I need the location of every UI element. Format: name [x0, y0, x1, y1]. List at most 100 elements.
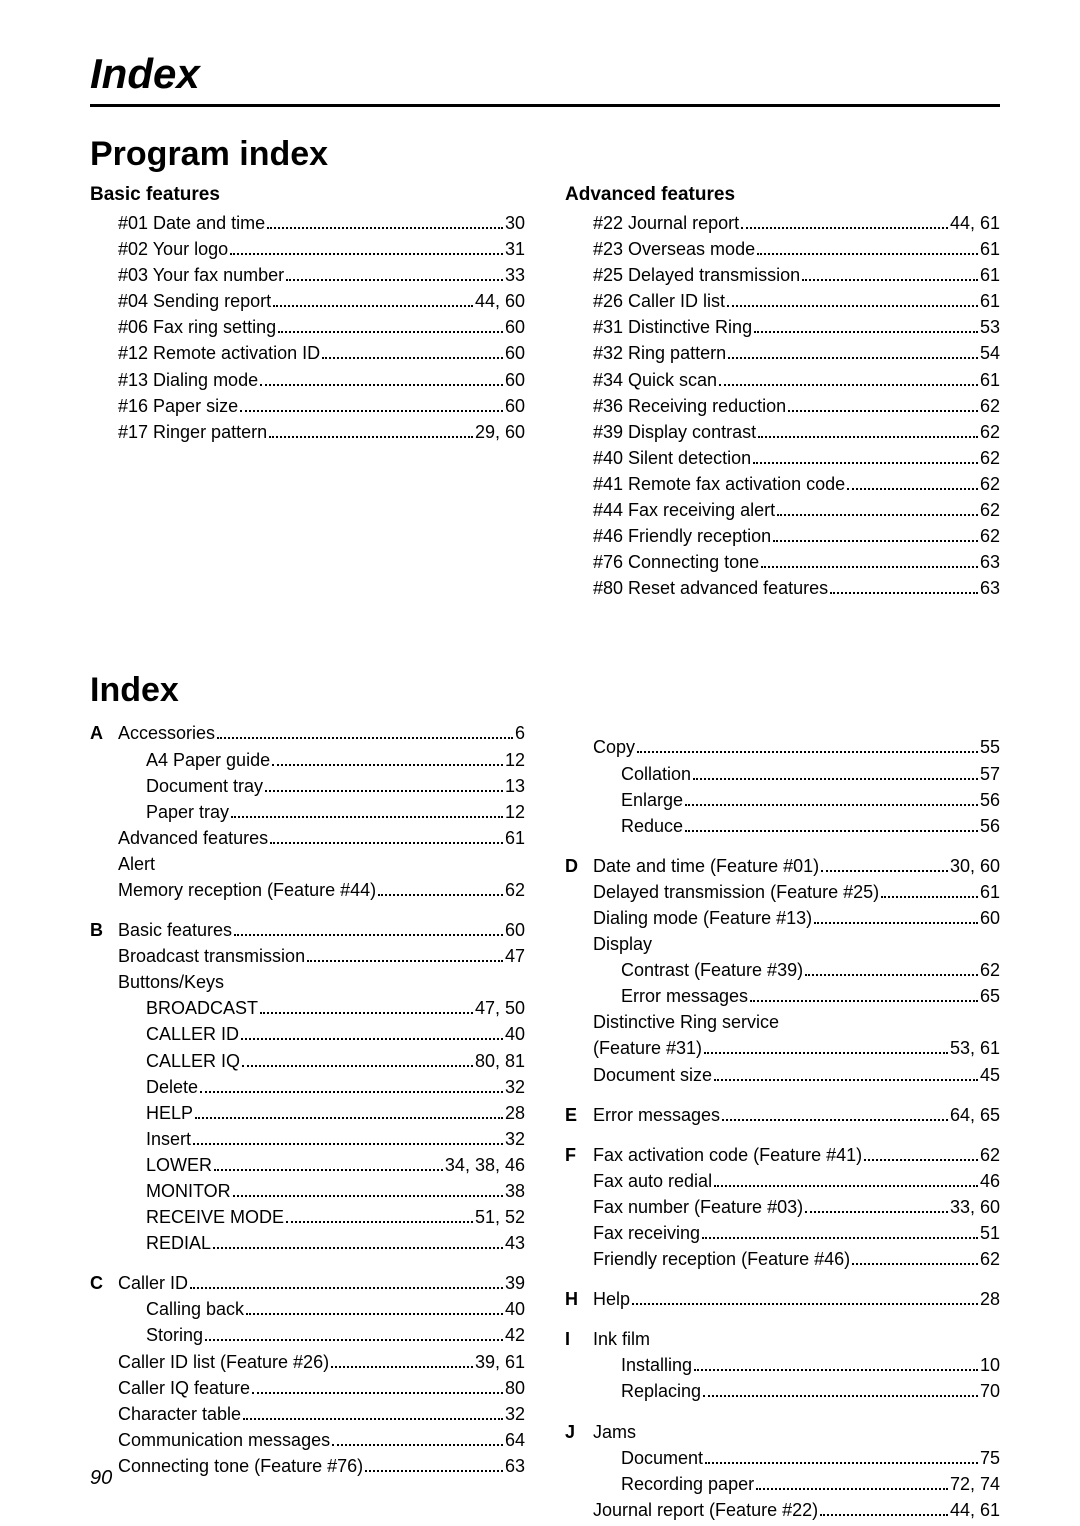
index-entry-label: #16 Paper size: [118, 393, 238, 419]
index-letter: H: [565, 1289, 593, 1310]
index-entry-label: #31 Distinctive Ring: [593, 314, 752, 340]
leader-dots: [805, 1211, 948, 1213]
index-entry-page: 40: [505, 1021, 525, 1047]
index-entry-label: Broadcast transmission: [118, 943, 305, 969]
leader-dots: [881, 896, 978, 898]
index-entry-page: 60: [505, 367, 525, 393]
index-row-content: Document tray13: [118, 773, 525, 799]
leader-dots: [820, 1514, 948, 1516]
leader-dots: [217, 737, 513, 739]
index-row-content: Recording paper72, 74: [593, 1471, 1000, 1497]
index-entry: Basic features60: [118, 917, 525, 943]
index-row-content: Display: [593, 931, 1000, 957]
index-entry-label: Distinctive Ring service: [593, 1009, 1000, 1035]
index-entry-label: #04 Sending report: [118, 288, 271, 314]
index-entry: #22 Journal report44, 61: [565, 210, 1000, 236]
leader-dots: [802, 279, 978, 281]
index-entry-page: 62: [980, 393, 1000, 419]
index-entry: Dialing mode (Feature #13)60: [593, 905, 1000, 931]
index-entry: Document75: [593, 1445, 1000, 1471]
index-entry-label: Copy: [593, 734, 635, 760]
index-entry-label: Advanced features: [118, 825, 268, 851]
index-entry: (Feature #31)53, 61: [593, 1035, 1000, 1061]
index-entry: #23 Overseas mode61: [565, 236, 1000, 262]
index-row: Installing10: [565, 1352, 1000, 1378]
index-entry-page: 62: [980, 445, 1000, 471]
index-entry: #39 Display contrast62: [565, 419, 1000, 445]
index-entry-label: HELP: [146, 1100, 193, 1126]
index-entry-page: 72, 74: [950, 1471, 1000, 1497]
index-entry: Document size45: [593, 1062, 1000, 1088]
index-entry-label: #23 Overseas mode: [593, 236, 755, 262]
index-entry-page: 60: [505, 917, 525, 943]
index-row: EError messages64, 65: [565, 1102, 1000, 1128]
index-entry-label: (Feature #31): [593, 1035, 702, 1061]
leader-dots: [322, 357, 503, 359]
index-entry-page: 61: [980, 367, 1000, 393]
index-entry-page: 32: [505, 1126, 525, 1152]
index-row: Storing42: [90, 1322, 525, 1348]
index-entry-page: 51: [980, 1220, 1000, 1246]
index-entry: #26 Caller ID list61: [565, 288, 1000, 314]
index-entry-page: 46: [980, 1168, 1000, 1194]
index-row: Character table32: [90, 1401, 525, 1427]
leader-dots: [286, 1221, 473, 1223]
index-row-content: Document size45: [593, 1062, 1000, 1088]
index-entry-label: REDIAL: [146, 1230, 211, 1256]
index-row-content: HELP28: [118, 1100, 525, 1126]
index-row: Buttons/Keys: [90, 969, 525, 995]
page-top-title: Index: [90, 50, 1000, 107]
index-row: Fax receiving51: [565, 1220, 1000, 1246]
index-entry-page: 33, 60: [950, 1194, 1000, 1220]
index-entry: CALLER IQ80, 81: [118, 1048, 525, 1074]
index-entry-label: Date and time (Feature #01): [593, 853, 819, 879]
index-entry-label: Document: [621, 1445, 703, 1471]
index-entry-label: Delayed transmission (Feature #25): [593, 879, 879, 905]
leader-dots: [267, 227, 503, 229]
index-entry-page: 63: [980, 575, 1000, 601]
index-entry-label: Document tray: [146, 773, 263, 799]
index-entry: #12 Remote activation ID60: [90, 340, 525, 366]
index-row-content: Caller ID39: [118, 1270, 525, 1296]
index-row: FFax activation code (Feature #41)62: [565, 1142, 1000, 1168]
index-row-content: Storing42: [118, 1322, 525, 1348]
index-entry-label: LOWER: [146, 1152, 212, 1178]
index-entry-label: RECEIVE MODE: [146, 1204, 284, 1230]
index-row: Caller ID list (Feature #26)39, 61: [90, 1349, 525, 1375]
index-entry: Paper tray12: [118, 799, 525, 825]
index-row-content: Communication messages64: [118, 1427, 525, 1453]
index-row-content: Replacing70: [593, 1378, 1000, 1404]
index-row: Caller IQ feature80: [90, 1375, 525, 1401]
index-row: Calling back40: [90, 1296, 525, 1322]
index-entry-label: CALLER ID: [146, 1021, 239, 1047]
index-entry: Caller IQ feature80: [118, 1375, 525, 1401]
leader-dots: [332, 1444, 503, 1446]
index-entry-label: #17 Ringer pattern: [118, 419, 267, 445]
leader-dots: [821, 870, 948, 872]
index-entry: Fax activation code (Feature #41)62: [593, 1142, 1000, 1168]
index-row-content: Copy55: [593, 734, 1000, 760]
index-entry-page: 44, 61: [950, 210, 1000, 236]
index-entry-page: 62: [505, 877, 525, 903]
index-entry-label: #39 Display contrast: [593, 419, 756, 445]
index-row: CALLER IQ80, 81: [90, 1048, 525, 1074]
index-row-content: MONITOR38: [118, 1178, 525, 1204]
leader-dots: [754, 331, 978, 333]
index-entry-label: Character table: [118, 1401, 241, 1427]
leader-dots: [852, 1263, 978, 1265]
leader-dots: [190, 1287, 503, 1289]
index-entry-label: #32 Ring pattern: [593, 340, 726, 366]
index-row: JJams: [565, 1419, 1000, 1445]
index-entry-label: #02 Your logo: [118, 236, 228, 262]
index-entry: #44 Fax receiving alert62: [565, 497, 1000, 523]
index-row-content: CALLER IQ80, 81: [118, 1048, 525, 1074]
index-entry: #80 Reset advanced features63: [565, 575, 1000, 601]
leader-dots: [214, 1169, 443, 1171]
index-entry-label: #46 Friendly reception: [593, 523, 771, 549]
leader-dots: [728, 357, 978, 359]
program-index-left: Basic features #01 Date and time30#02 Yo…: [90, 184, 525, 601]
index-entry: Insert32: [118, 1126, 525, 1152]
leader-dots: [260, 384, 503, 386]
leader-dots: [273, 305, 473, 307]
index-entry-label: Paper tray: [146, 799, 229, 825]
